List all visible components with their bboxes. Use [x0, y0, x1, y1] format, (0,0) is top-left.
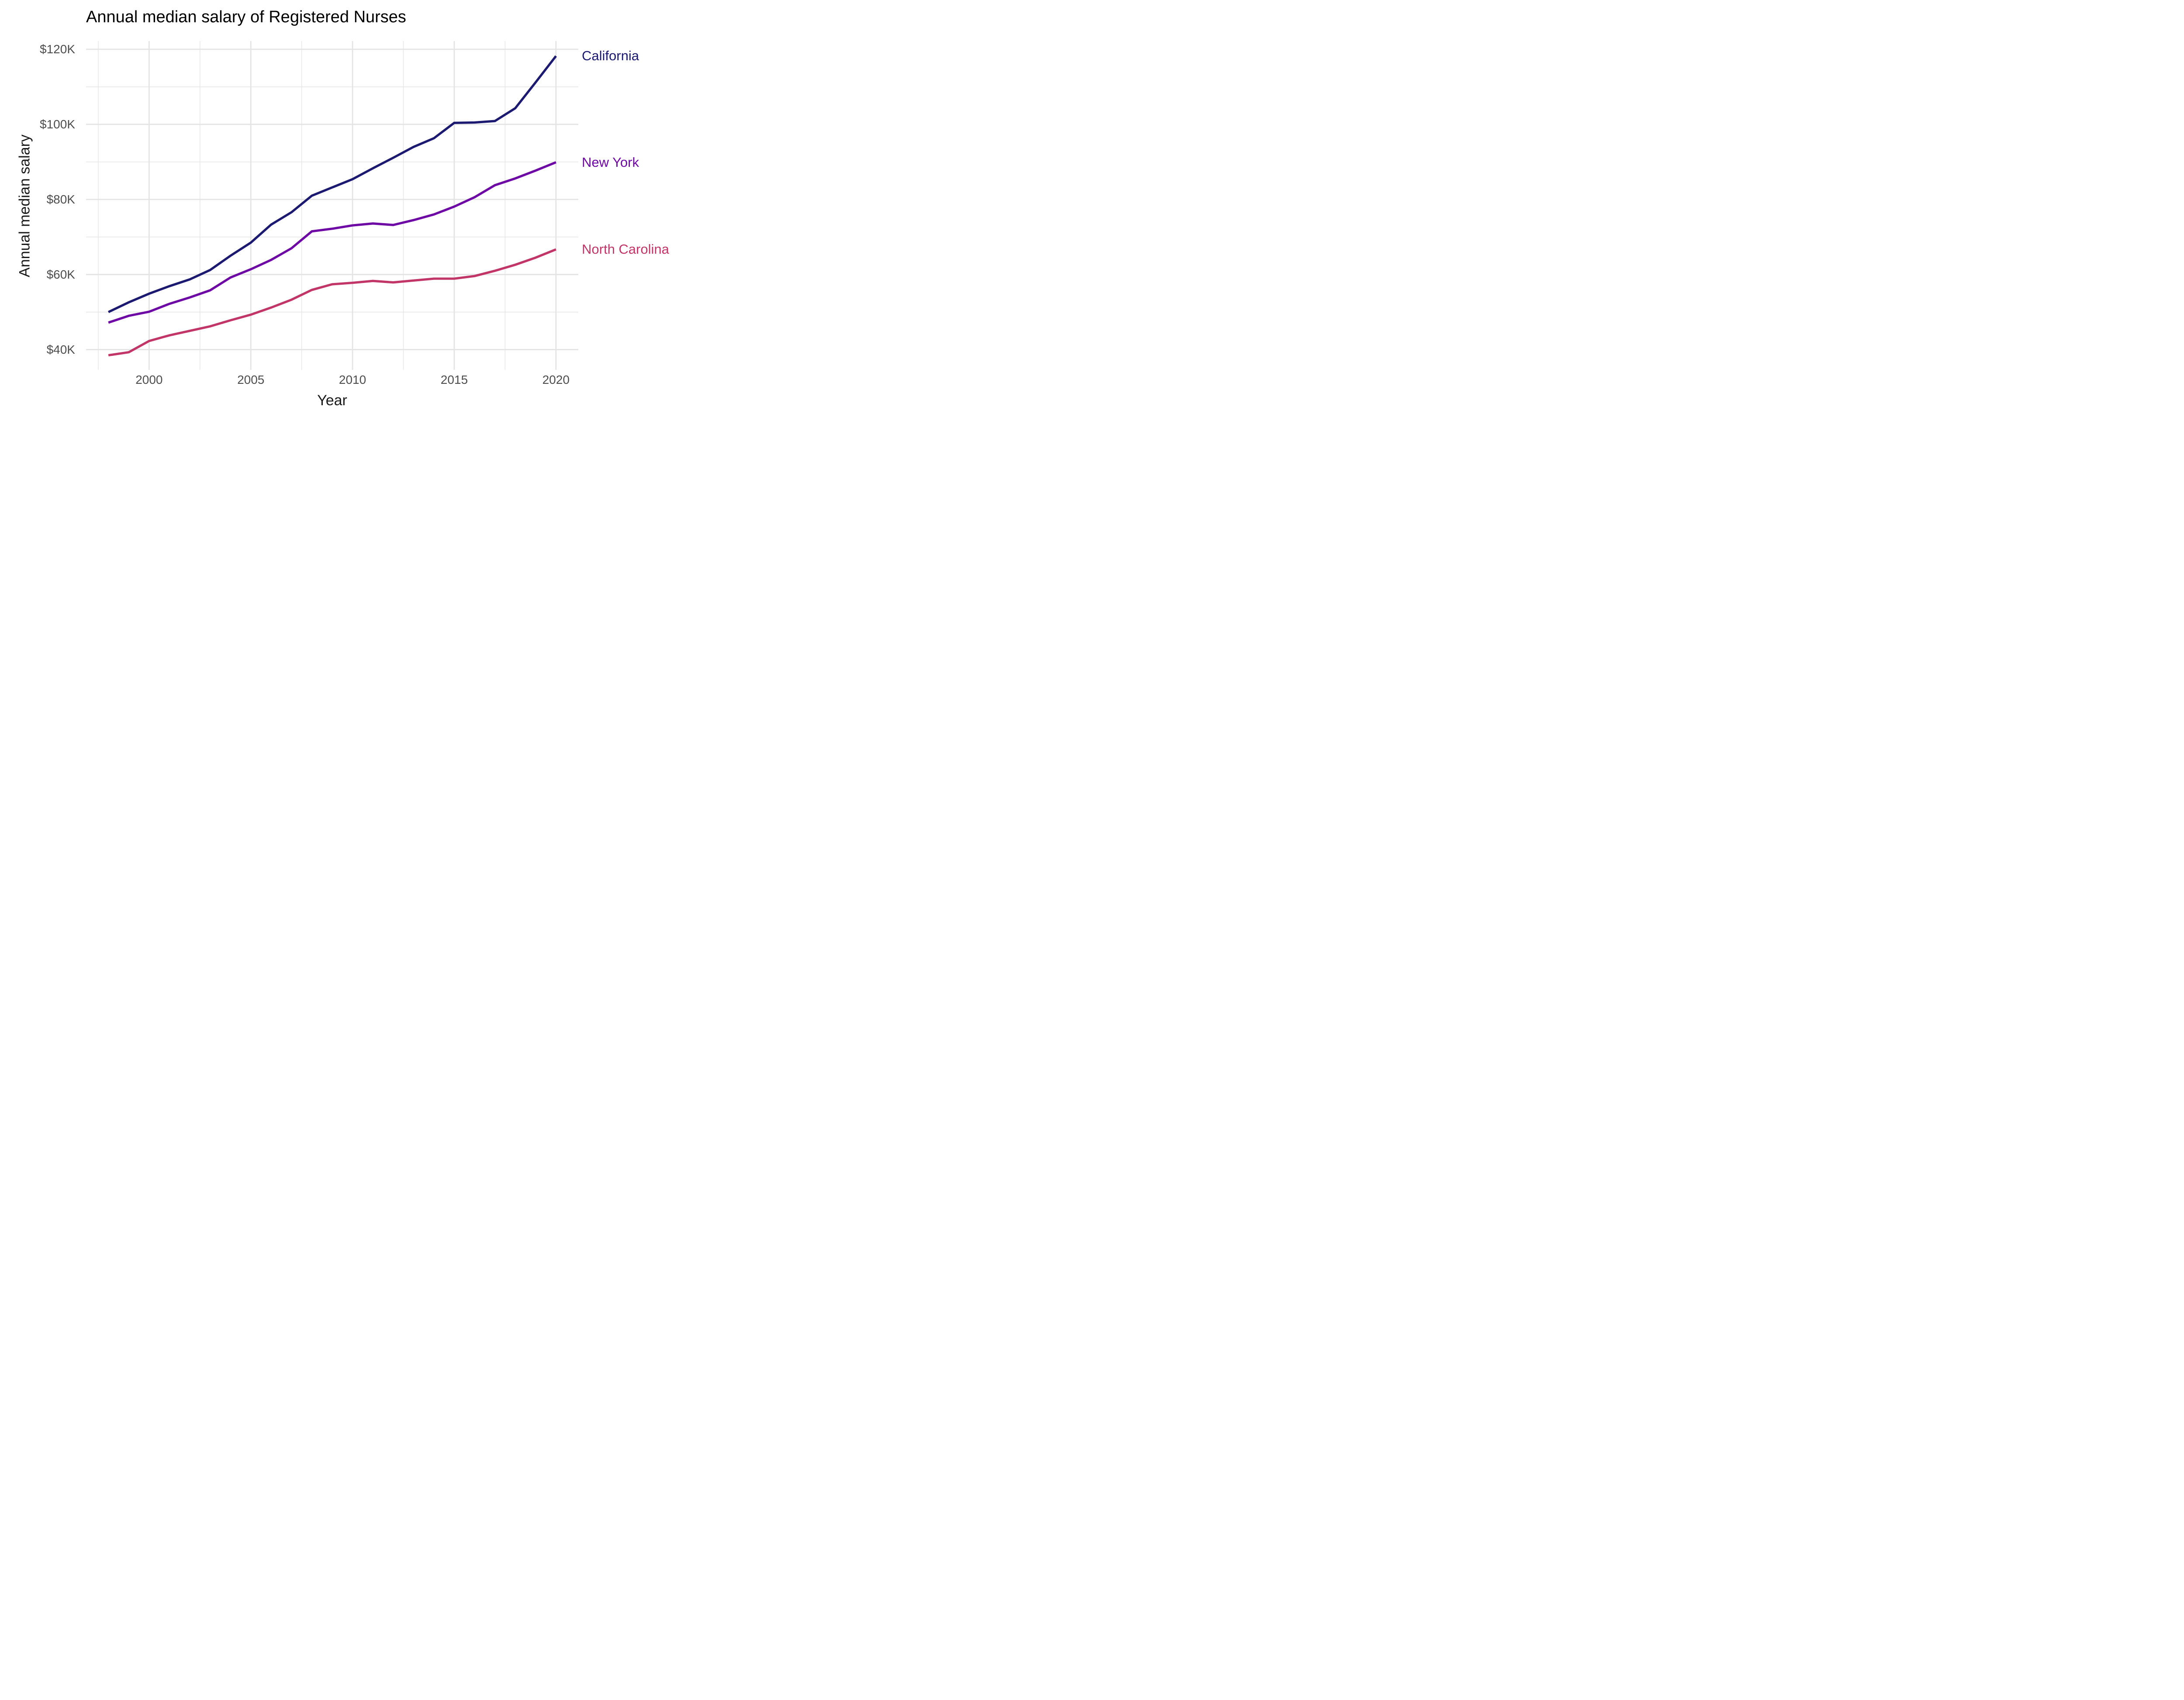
y-tick-label: $60K: [46, 267, 75, 281]
y-tick-label: $80K: [46, 192, 75, 206]
series-label-new-york: New York: [582, 154, 639, 170]
line-california: [108, 55, 557, 313]
x-tick-label: 2020: [542, 373, 570, 386]
x-tick-label: 2015: [440, 373, 468, 386]
y-axis-title: Annual median salary: [16, 134, 33, 277]
x-axis-title: Year: [317, 392, 347, 409]
y-tick-label: $100K: [40, 117, 75, 131]
plot-area: [86, 41, 578, 370]
line-new-york: [108, 161, 556, 324]
series-label-north-carolina: North Carolina: [582, 241, 669, 257]
y-tick-label: $120K: [40, 42, 75, 56]
x-tick-label: 2005: [237, 373, 265, 386]
line-chart: Annual median salary of Registered Nurse…: [0, 0, 688, 425]
series-label-california: California: [582, 48, 639, 64]
x-tick-label: 2010: [339, 373, 366, 386]
x-tick-label: 2000: [135, 373, 163, 386]
chart-title: Annual median salary of Registered Nurse…: [86, 8, 406, 26]
y-tick-label: $40K: [46, 342, 75, 356]
line-north-carolina: [108, 248, 556, 357]
